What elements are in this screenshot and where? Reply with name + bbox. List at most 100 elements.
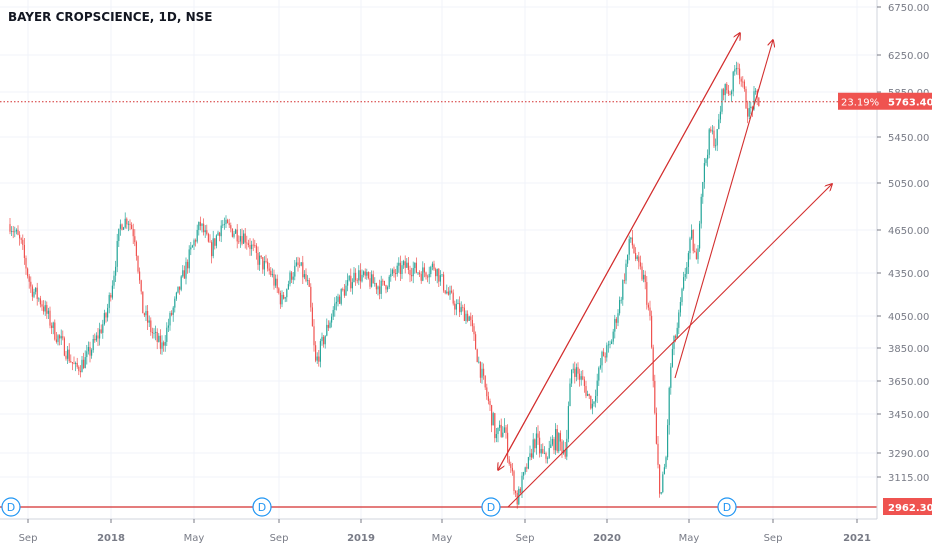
last-price-badge — [883, 92, 932, 110]
candle-body — [513, 471, 515, 491]
candle-body — [609, 343, 611, 345]
candle-body — [260, 255, 262, 258]
candle-body — [25, 257, 27, 269]
dividend-marker[interactable]: D — [717, 497, 737, 517]
candle-body — [155, 331, 157, 333]
candle-body — [297, 262, 299, 265]
time-tick-label: Sep — [270, 533, 289, 544]
candle-body — [254, 245, 256, 247]
price-change-label: 23.19% — [841, 98, 879, 109]
candle-body — [127, 223, 129, 225]
steep-trend-line[interactable] — [674, 40, 773, 379]
candle-body — [31, 286, 33, 297]
candle-body — [171, 313, 173, 315]
candle-body — [49, 310, 51, 326]
candle-body — [731, 91, 733, 95]
candle-body — [28, 276, 30, 282]
candle-body — [654, 380, 656, 413]
candle-body — [617, 313, 619, 323]
candle-body — [684, 273, 686, 278]
candle-body — [379, 286, 381, 294]
candle-body — [313, 326, 315, 346]
candle-body — [607, 344, 609, 346]
candle-body — [580, 376, 582, 380]
candle-body — [179, 286, 181, 290]
candle-body — [281, 294, 283, 305]
candle-body — [433, 263, 435, 270]
candle-body — [569, 383, 571, 407]
candle-body — [545, 453, 547, 459]
candle-body — [308, 280, 310, 287]
candle-body — [105, 313, 107, 318]
dividend-marker-label: D — [7, 501, 15, 514]
candle-body — [420, 274, 422, 281]
candle-body — [355, 272, 357, 281]
candle-body — [167, 325, 169, 328]
dividend-marker-circle — [1, 497, 21, 517]
candle-body — [191, 245, 193, 248]
candle-body — [526, 467, 528, 469]
candle-body — [535, 433, 537, 449]
candle-body — [148, 320, 150, 323]
candle-body — [335, 301, 337, 304]
candle-body — [316, 356, 318, 361]
time-tick-label: May — [679, 533, 700, 544]
candle-body — [606, 345, 608, 358]
candle-body — [497, 427, 499, 435]
candle-body — [721, 89, 723, 112]
candle-body — [286, 289, 288, 298]
time-tick-label: 2018 — [97, 533, 125, 544]
candle-body — [483, 368, 485, 376]
candle-body — [716, 129, 718, 146]
candle-body — [319, 341, 321, 362]
candle-body — [215, 235, 217, 246]
candle-body — [188, 249, 190, 269]
candle-body — [719, 111, 721, 120]
candle-body — [414, 262, 416, 269]
candle-body — [73, 363, 75, 365]
candle-body — [444, 290, 446, 294]
candle-body — [220, 225, 222, 237]
candle-body — [372, 274, 374, 284]
candle-body — [694, 250, 696, 253]
candle-body — [246, 242, 248, 244]
candle-body — [358, 270, 360, 281]
candle-body — [100, 329, 102, 333]
candle-body — [619, 300, 621, 314]
candle-body — [177, 286, 179, 293]
candle-body — [339, 296, 341, 304]
candle-body — [164, 341, 166, 346]
candle-body — [407, 262, 409, 270]
candle-body — [422, 267, 424, 281]
dividend-marker[interactable]: D — [1, 497, 21, 517]
candle-body — [244, 233, 246, 243]
candle-body — [627, 254, 629, 264]
candle-body — [116, 240, 118, 267]
price-axis[interactable]: 6750.006250.005850.005450.005050.004650.… — [838, 0, 932, 550]
dividend-marker[interactable]: D — [481, 497, 501, 517]
candle-body — [182, 270, 184, 277]
candle-body — [156, 331, 158, 342]
dividend-marker[interactable]: D — [252, 497, 272, 517]
candle-body — [134, 236, 136, 243]
candle-body — [532, 439, 534, 458]
candle-body — [561, 441, 563, 454]
long-channel-line[interactable] — [507, 184, 832, 508]
candle-body — [235, 229, 237, 234]
candle-body — [196, 229, 198, 242]
candle-body — [708, 129, 710, 155]
candle-body — [705, 159, 707, 164]
candle-body — [180, 276, 182, 290]
candle-body — [476, 349, 478, 363]
candle-body — [175, 292, 177, 299]
candle-body — [753, 91, 755, 110]
candle-body — [38, 298, 40, 300]
candle-body — [527, 457, 529, 469]
upper-channel-line-return[interactable] — [498, 32, 741, 470]
candle-body — [507, 432, 509, 460]
time-axis[interactable]: Sep 2018 May Sep 2019 May Sep 2020 May Sep 2021 — [0, 518, 877, 550]
candle-body — [275, 278, 277, 286]
candle-body — [238, 241, 240, 243]
